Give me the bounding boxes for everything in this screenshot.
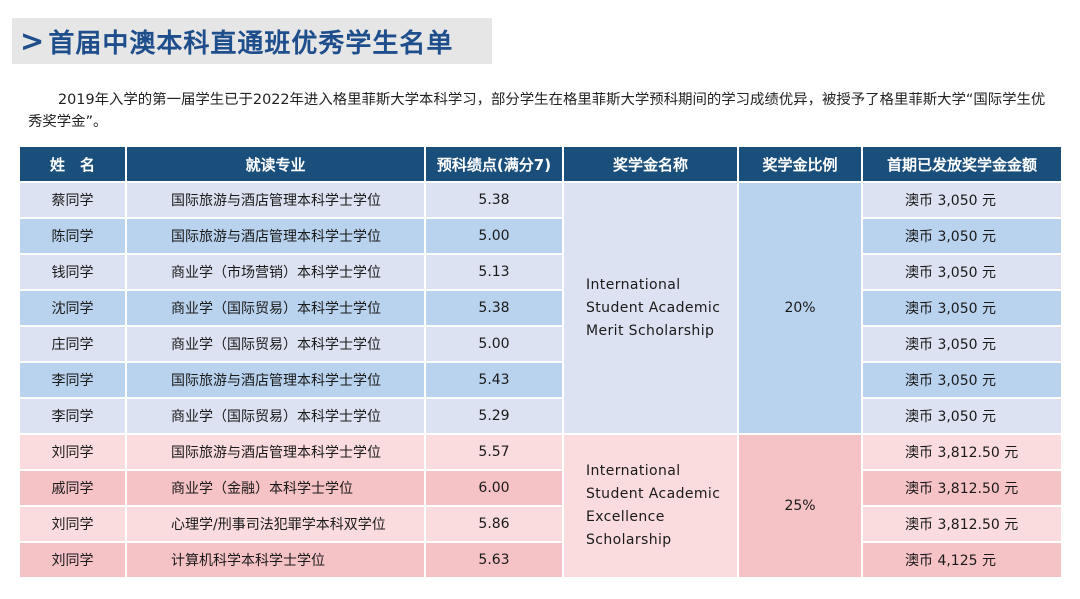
student-gpa: 5.63: [426, 543, 562, 577]
student-name: 戚同学: [20, 471, 125, 505]
student-name: 李同学: [20, 399, 125, 433]
student-amount: 澳币 3,812.50 元: [863, 435, 1061, 469]
table-row: 戚同学 商业学（金融）本科学士学位 6.00 澳币 3,812.50 元: [20, 471, 1061, 505]
student-major: 国际旅游与酒店管理本科学士学位: [127, 183, 424, 217]
student-name: 刘同学: [20, 507, 125, 541]
student-amount: 澳币 3,050 元: [863, 363, 1061, 397]
student-major: 计算机科学本科学士学位: [127, 543, 424, 577]
merit-scholarship-ratio: 20%: [739, 183, 861, 433]
scholarship-table: 姓 名 就读专业 预科绩点(满分7) 奖学金名称 奖学金比例 首期已发放奖学金金…: [18, 145, 1063, 579]
excellence-scholarship-ratio: 25%: [739, 435, 861, 577]
student-major: 商业学（国际贸易）本科学士学位: [127, 291, 424, 325]
page-title: 首届中澳本科直通班优秀学生名单: [48, 28, 454, 59]
header-amount: 首期已发放奖学金金额: [863, 147, 1061, 181]
student-major: 国际旅游与酒店管理本科学士学位: [127, 435, 424, 469]
student-amount: 澳币 3,812.50 元: [863, 507, 1061, 541]
student-name: 沈同学: [20, 291, 125, 325]
header-name: 姓 名: [20, 147, 125, 181]
table-row: 李同学 国际旅游与酒店管理本科学士学位 5.43 澳币 3,050 元: [20, 363, 1061, 397]
table-row: 刘同学 国际旅游与酒店管理本科学士学位 5.57 International S…: [20, 435, 1061, 577]
student-name: 刘同学: [20, 435, 125, 469]
student-major: 国际旅游与酒店管理本科学士学位: [127, 363, 424, 397]
student-amount: 澳币 3,050 元: [863, 219, 1061, 253]
header-gpa: 预科绩点(满分7): [426, 147, 562, 181]
student-major: 商业学（市场营销）本科学士学位: [127, 255, 424, 289]
student-amount: 澳币 3,050 元: [863, 183, 1061, 217]
student-amount: 澳币 4,125 元: [863, 543, 1061, 577]
student-amount: 澳币 3,050 元: [863, 255, 1061, 289]
student-major: 心理学/刑事司法犯罪学本科双学位: [127, 507, 424, 541]
excellence-scholarship-name: International Student Academic Excellenc…: [564, 435, 737, 577]
student-gpa: 5.29: [426, 399, 562, 433]
student-gpa: 5.00: [426, 219, 562, 253]
student-gpa: 5.38: [426, 183, 562, 217]
student-major: 国际旅游与酒店管理本科学士学位: [127, 219, 424, 253]
header-scholarship-name: 奖学金名称: [564, 147, 737, 181]
student-gpa: 5.57: [426, 435, 562, 469]
student-name: 庄同学: [20, 327, 125, 361]
table-row: 蔡同学 国际旅游与酒店管理本科学士学位 5.38 International S…: [20, 183, 1061, 433]
student-amount: 澳币 3,050 元: [863, 327, 1061, 361]
student-major: 商业学（国际贸易）本科学士学位: [127, 327, 424, 361]
table-row: 刘同学 心理学/刑事司法犯罪学本科双学位 5.86 澳币 3,812.50 元: [20, 507, 1061, 541]
student-amount: 澳币 3,050 元: [863, 399, 1061, 433]
table-row: 沈同学 商业学（国际贸易）本科学士学位 5.38 澳币 3,050 元: [20, 291, 1061, 325]
student-amount: 澳币 3,050 元: [863, 291, 1061, 325]
student-major: 商业学（国际贸易）本科学士学位: [127, 399, 424, 433]
table-row: 刘同学 计算机科学本科学士学位 5.63 澳币 4,125 元: [20, 543, 1061, 577]
student-gpa: 5.13: [426, 255, 562, 289]
student-major: 商业学（金融）本科学士学位: [127, 471, 424, 505]
student-gpa: 6.00: [426, 471, 562, 505]
merit-scholarship-name: International Student Academic Merit Sch…: [564, 183, 737, 433]
student-name: 刘同学: [20, 543, 125, 577]
table-row: 李同学 商业学（国际贸易）本科学士学位 5.29 澳币 3,050 元: [20, 399, 1061, 433]
chevron-right-icon: >: [20, 24, 45, 58]
table-row: 钱同学 商业学（市场营销）本科学士学位 5.13 澳币 3,050 元: [20, 255, 1061, 289]
header-major: 就读专业: [127, 147, 424, 181]
student-name: 钱同学: [20, 255, 125, 289]
page-title-bar: > 首届中澳本科直通班优秀学生名单: [12, 18, 492, 64]
student-gpa: 5.43: [426, 363, 562, 397]
student-gpa: 5.00: [426, 327, 562, 361]
student-name: 李同学: [20, 363, 125, 397]
header-ratio: 奖学金比例: [739, 147, 861, 181]
student-gpa: 5.38: [426, 291, 562, 325]
student-name: 蔡同学: [20, 183, 125, 217]
student-name: 陈同学: [20, 219, 125, 253]
intro-paragraph: 2019年入学的第一届学生已于2022年进入格里菲斯大学本科学习，部分学生在格里…: [28, 92, 1046, 130]
table-row: 庄同学 商业学（国际贸易）本科学士学位 5.00 澳币 3,050 元: [20, 327, 1061, 361]
table-row: 陈同学 国际旅游与酒店管理本科学士学位 5.00 澳币 3,050 元: [20, 219, 1061, 253]
table-header-row: 姓 名 就读专业 预科绩点(满分7) 奖学金名称 奖学金比例 首期已发放奖学金金…: [20, 147, 1061, 181]
student-amount: 澳币 3,812.50 元: [863, 471, 1061, 505]
student-gpa: 5.86: [426, 507, 562, 541]
